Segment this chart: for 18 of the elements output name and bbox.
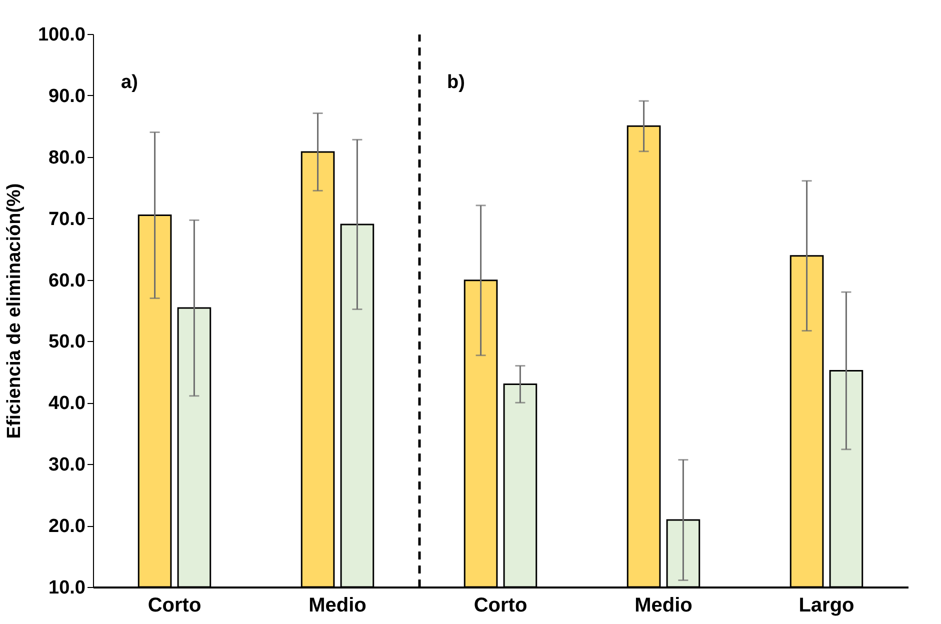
- x-tick-label: Medio: [634, 594, 692, 616]
- annotation: a): [121, 72, 138, 93]
- y-tick-label: 60.0: [48, 270, 86, 292]
- y-tick-label: 20.0: [48, 516, 86, 538]
- y-tick-label: 70.0: [48, 208, 86, 230]
- y-tick-label: 80.0: [48, 147, 86, 168]
- annotation: b): [447, 72, 465, 93]
- y-tick-label: 50.0: [48, 332, 86, 353]
- y-axis-title: Eficiencia de eliminación(%): [4, 183, 25, 439]
- y-tick-label: 10.0: [48, 578, 86, 598]
- y-tick-label: 100.0: [38, 24, 86, 46]
- x-tick-label: Corto: [474, 594, 528, 616]
- y-tick-label: 40.0: [48, 393, 86, 414]
- x-tick-label: Largo: [798, 594, 854, 616]
- x-tick-label: Corto: [148, 594, 202, 616]
- y-tick-label: 30.0: [48, 454, 86, 476]
- y-tick-label: 90.0: [48, 86, 86, 107]
- x-tick-label: Medio: [308, 594, 366, 616]
